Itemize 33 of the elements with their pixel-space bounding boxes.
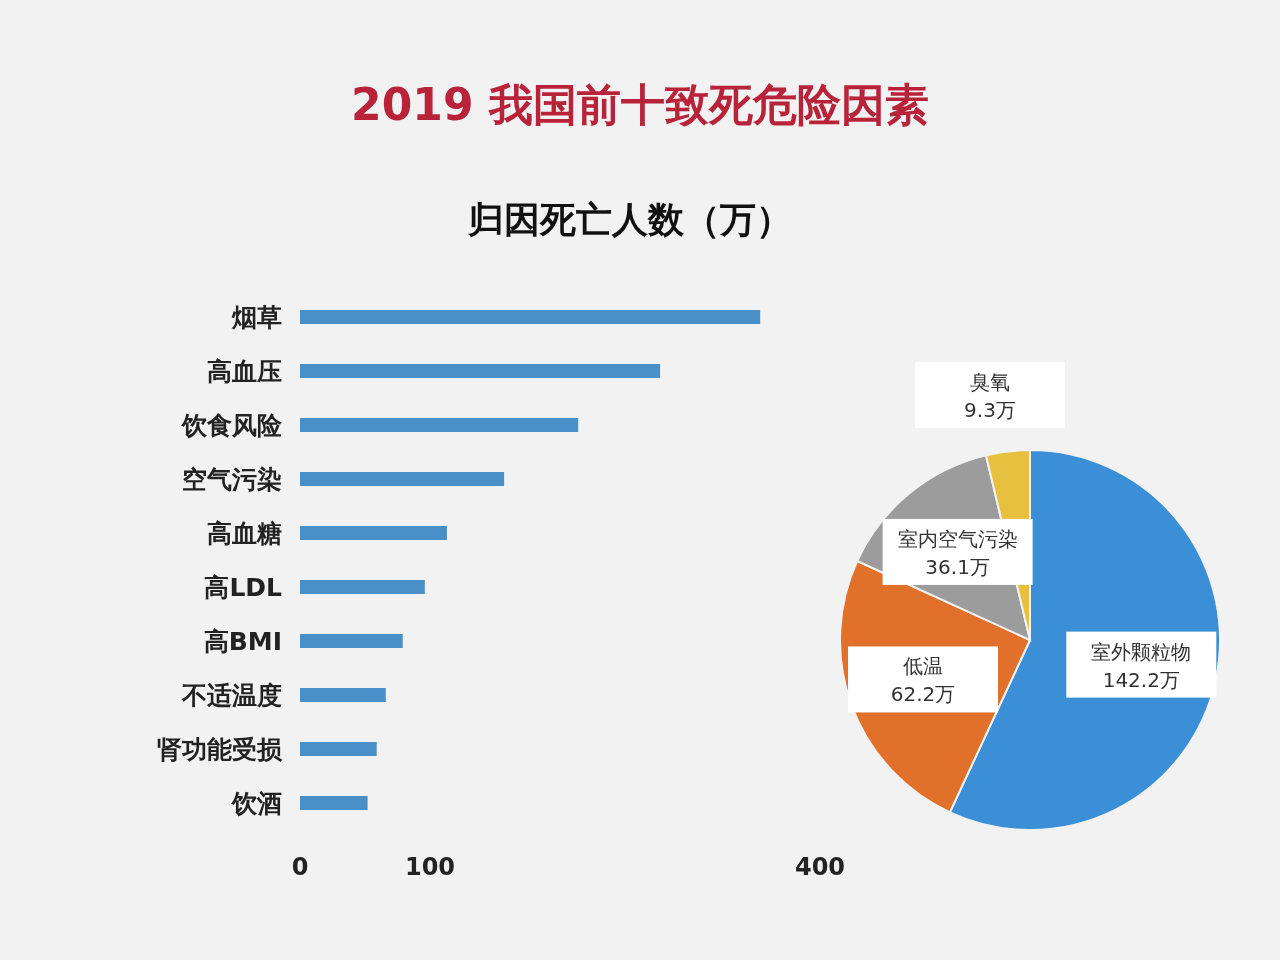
slice-label: 室外颗粒物 bbox=[1091, 639, 1192, 664]
bar bbox=[300, 688, 386, 702]
bar bbox=[300, 580, 425, 594]
y-tick-label: 不适温度 bbox=[181, 681, 282, 710]
bar bbox=[300, 634, 403, 648]
chart-title: 2019 我国前十致死危险因素 bbox=[351, 79, 929, 130]
bar bbox=[300, 472, 505, 486]
data-label: 142.2万 bbox=[1102, 667, 1180, 692]
y-tick-label: 肾功能受损 bbox=[157, 735, 283, 764]
x-tick-label: 400 bbox=[794, 853, 846, 881]
slice-label: 低温 bbox=[903, 654, 944, 679]
bar bbox=[300, 310, 761, 324]
data-label: 62.2万 bbox=[890, 682, 956, 707]
y-tick-label: 饮食风险 bbox=[181, 411, 283, 440]
y-tick-label: 高LDL bbox=[204, 573, 283, 602]
y-tick-label: 高BMI bbox=[203, 627, 282, 656]
y-tick-label: 空气污染 bbox=[182, 465, 282, 494]
bar bbox=[300, 742, 377, 756]
bar bbox=[300, 796, 368, 810]
data-label: 9.3万 bbox=[964, 398, 1016, 422]
bar bbox=[300, 364, 661, 378]
chart-subtitle: 归因死亡人数（万） bbox=[467, 199, 792, 240]
x-tick-label: 0 bbox=[291, 853, 309, 881]
slice-label: 室内空气污染 bbox=[897, 526, 1018, 551]
slice-label: 臭氧 bbox=[970, 370, 1010, 394]
bar bbox=[300, 418, 579, 432]
x-tick-label: 100 bbox=[404, 853, 456, 881]
bar bbox=[300, 526, 447, 540]
y-tick-label: 高血压 bbox=[207, 357, 282, 386]
y-tick-label: 高血糖 bbox=[207, 519, 282, 548]
data-label: 36.1万 bbox=[925, 554, 990, 579]
y-tick-label: 烟草 bbox=[231, 303, 282, 332]
y-tick-label: 饮酒 bbox=[231, 789, 282, 818]
